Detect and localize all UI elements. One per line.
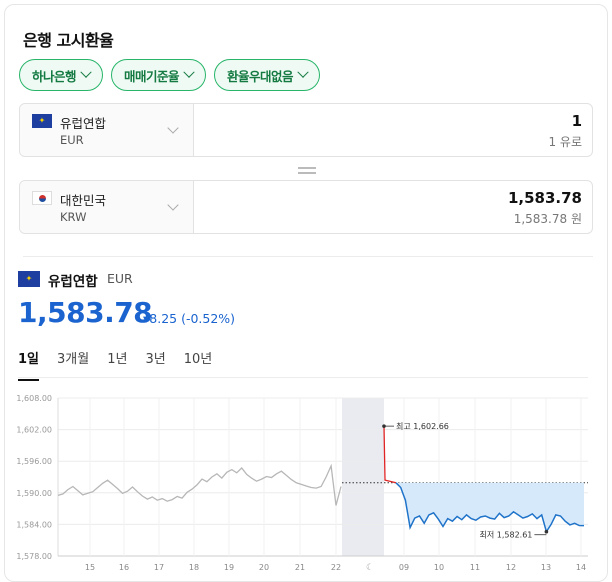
chip-label: 매매기준율: [124, 68, 180, 84]
filter-chips: 하나은행 매매기준율 환율우대없음: [19, 59, 321, 91]
tab-10y[interactable]: 10년: [183, 352, 213, 367]
from-currency-box: ✦ 유럽연합 EUR 1 1 유로: [19, 103, 593, 157]
rate-type-chip[interactable]: 매매기준율: [111, 59, 207, 91]
currency-code: EUR: [60, 133, 84, 147]
chevron-down-icon: [80, 66, 92, 78]
x-tick-label: 10: [434, 563, 444, 572]
high-label: 최고 1,602.66: [396, 421, 449, 431]
history-line: [57, 463, 342, 506]
tab-3y[interactable]: 3년: [145, 352, 166, 367]
rate-change: ▾8.25 (-0.52%): [143, 311, 236, 326]
today-line: [395, 482, 585, 534]
chevron-down-icon: [297, 66, 309, 78]
x-tick-label: 16: [119, 563, 129, 572]
rate-chart: 1,608.00 1,602.00 1,596.00 1,590.00 1,584.00…: [16, 394, 588, 573]
low-label: 최저 1,582.61: [480, 530, 533, 540]
chevron-down-icon: [167, 122, 179, 134]
amount-value: 1: [571, 112, 582, 130]
x-tick-label: 12: [506, 563, 516, 572]
amount-text: 1,583.78 원: [513, 212, 582, 226]
currency-code: KRW: [60, 210, 87, 224]
low-marker: [544, 529, 549, 534]
rise-segment: [383, 426, 397, 484]
y-tick-label: 1,608.00: [16, 394, 52, 403]
x-tick-label: 13: [541, 563, 551, 572]
eu-flag-icon: ✦: [32, 114, 52, 128]
y-tick-label: 1,578.00: [16, 552, 52, 561]
summary-currency-name: 유럽연합: [48, 274, 98, 290]
chevron-down-icon: [167, 199, 179, 211]
equals-icon: [298, 167, 316, 175]
summary-currency-code: EUR: [107, 271, 133, 286]
chip-label: 환율우대없음: [227, 68, 294, 84]
to-amount-input[interactable]: 1,583.78 1,583.78 원: [194, 181, 592, 233]
period-tabs: 1일 3개월 1년 3년 10년: [18, 348, 230, 381]
amount-value: 1,583.78: [507, 189, 582, 207]
x-tick-label: 19: [224, 563, 234, 572]
section-divider: [23, 256, 593, 257]
amount-text: 1 유로: [548, 135, 582, 149]
tab-3m[interactable]: 3개월: [57, 352, 90, 367]
moon-icon: ☾: [366, 563, 374, 573]
y-tick-label: 1,584.00: [16, 520, 52, 529]
chip-label: 하나은행: [32, 68, 77, 84]
x-tick-label: 22: [331, 563, 341, 572]
chevron-down-icon: [183, 66, 195, 78]
closed-market-band: [342, 398, 384, 556]
kr-flag-icon: [32, 191, 52, 205]
eu-flag-icon: ✦: [18, 271, 40, 287]
tab-1y[interactable]: 1년: [107, 352, 128, 367]
from-amount-input[interactable]: 1 1 유로: [194, 104, 592, 156]
x-tick-label: 17: [154, 563, 164, 572]
currency-name: 유럽연합: [60, 116, 107, 131]
currency-name: 대한민국: [60, 193, 107, 208]
x-tick-label: 09: [399, 563, 409, 572]
from-currency-select[interactable]: ✦ 유럽연합 EUR: [20, 104, 194, 156]
y-tick-label: 1,596.00: [16, 457, 52, 466]
tabs-underline: [18, 377, 588, 378]
x-tick-label: 18: [189, 563, 199, 572]
tab-1d[interactable]: 1일: [18, 348, 40, 381]
x-tick-label: 20: [259, 563, 269, 572]
x-tick-label: 15: [85, 563, 95, 572]
x-tick-label: 11: [470, 563, 480, 572]
current-rate: 1,583.78: [18, 296, 153, 329]
y-tick-label: 1,590.00: [16, 489, 52, 498]
y-tick-label: 1,602.00: [16, 426, 52, 435]
x-tick-label: 21: [295, 563, 305, 572]
x-tick-label: 14: [576, 563, 586, 572]
to-currency-select[interactable]: 대한민국 KRW: [20, 181, 194, 233]
preferential-rate-chip[interactable]: 환율우대없음: [214, 59, 321, 91]
page-title: 은행 고시환율: [23, 31, 114, 50]
below-reference-area: [396, 482, 584, 532]
to-currency-box: 대한민국 KRW 1,583.78 1,583.78 원: [19, 180, 593, 234]
bank-select-chip[interactable]: 하나은행: [19, 59, 104, 91]
